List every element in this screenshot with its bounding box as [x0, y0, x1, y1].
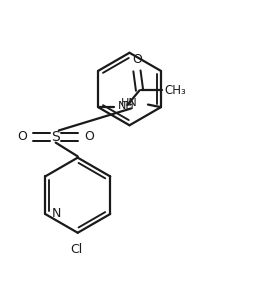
Text: Cl: Cl [70, 243, 83, 256]
Text: HN: HN [121, 98, 138, 108]
Text: CH₃: CH₃ [164, 84, 186, 97]
Text: O: O [132, 53, 142, 66]
Text: NH: NH [118, 101, 134, 111]
Text: O: O [84, 131, 94, 143]
Text: O: O [17, 131, 27, 143]
Text: S: S [51, 130, 60, 144]
Text: N: N [52, 208, 61, 220]
